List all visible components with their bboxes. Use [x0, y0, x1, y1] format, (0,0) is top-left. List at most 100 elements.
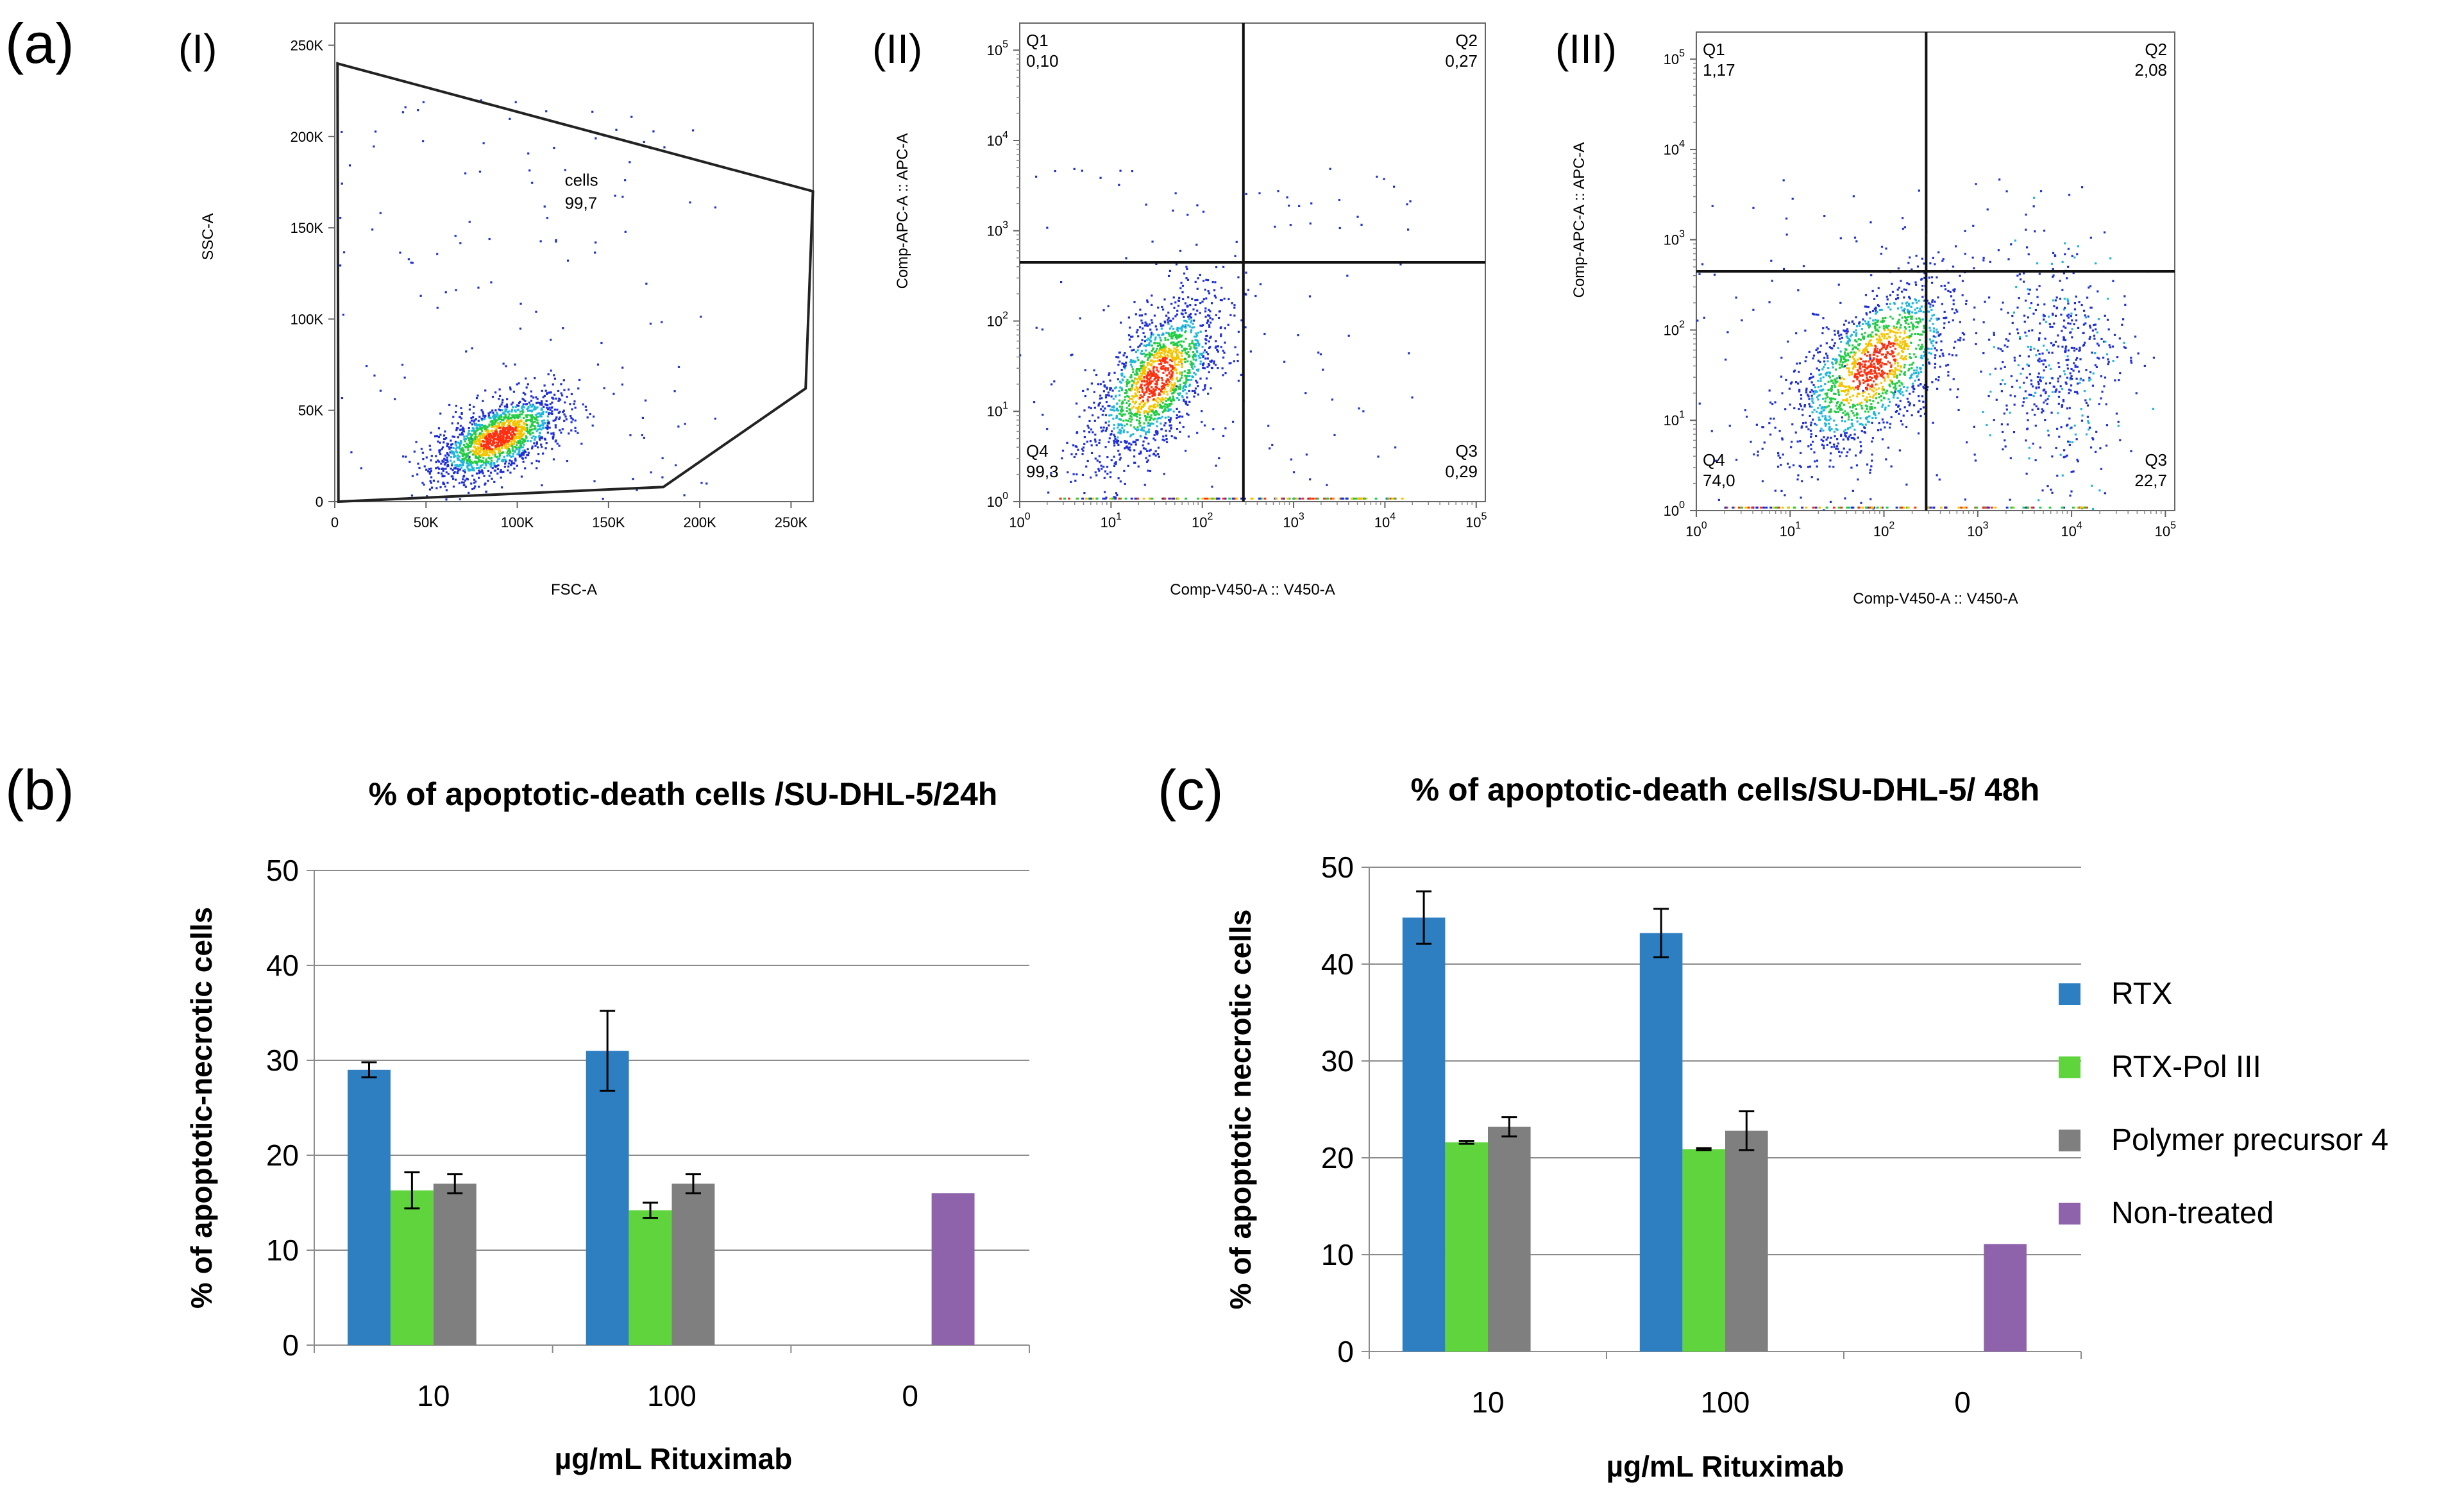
event-dot	[1859, 374, 1862, 377]
event-dot	[1838, 363, 1841, 366]
event-dot	[478, 450, 480, 452]
event-dot	[492, 432, 494, 435]
event-dot	[1169, 364, 1171, 366]
event-dot	[1117, 507, 1118, 509]
event-dot	[1135, 427, 1137, 430]
event-dot	[468, 452, 470, 454]
event-dot	[1953, 312, 1956, 314]
event-dot	[1869, 407, 1871, 410]
event-dot	[1876, 383, 1878, 386]
event-dot	[1137, 428, 1140, 431]
event-dot	[1854, 362, 1857, 364]
event-dot	[451, 469, 454, 471]
event-dot	[468, 430, 471, 432]
event-dot	[530, 462, 533, 464]
flow-panel-untreated: (II)100 101 102 103 104 105100101102103104105…	[872, 22, 1487, 598]
event-dot	[1881, 389, 1884, 392]
event-dot	[496, 456, 498, 459]
event-dot	[489, 434, 491, 437]
event-dot	[1126, 382, 1129, 386]
event-dot	[1167, 323, 1170, 325]
event-dot	[1172, 395, 1174, 398]
event-dot	[518, 447, 521, 450]
event-dot	[422, 101, 425, 103]
event-dot	[1135, 370, 1138, 373]
event-dot	[1146, 343, 1149, 346]
event-dot	[553, 374, 555, 377]
event-dot	[570, 429, 573, 432]
event-dot	[582, 403, 584, 406]
event-dot	[1909, 375, 1912, 377]
event-dot	[1223, 352, 1226, 354]
event-dot	[1177, 380, 1179, 382]
event-dot	[464, 456, 467, 459]
y-tick-label: 104	[987, 130, 1008, 149]
event-dot	[557, 400, 560, 402]
event-dot	[459, 498, 461, 500]
event-dot	[1167, 355, 1170, 358]
event-dot	[1156, 352, 1158, 355]
event-dot	[509, 432, 512, 435]
event-dot	[1915, 347, 1918, 350]
event-dot	[1183, 319, 1186, 322]
event-dot	[468, 442, 471, 445]
event-dot	[1804, 360, 1807, 362]
event-dot	[1154, 411, 1157, 414]
event-dot	[1187, 369, 1190, 371]
event-dot	[490, 457, 493, 459]
event-dot	[1873, 362, 1875, 365]
event-dot	[437, 436, 441, 439]
event-dot	[1866, 344, 1869, 346]
event-dot	[1982, 352, 1985, 355]
baseline-dot	[1203, 497, 1206, 500]
event-dot	[1875, 377, 1878, 379]
event-dot	[1869, 395, 1871, 398]
event-dot	[1866, 387, 1868, 390]
event-dot	[486, 449, 489, 452]
event-dot	[1812, 418, 1814, 421]
event-dot	[1871, 396, 1874, 399]
event-dot	[444, 503, 446, 505]
event-dot	[1861, 352, 1864, 355]
event-dot	[1114, 438, 1117, 441]
event-dot	[1871, 331, 1874, 334]
event-dot	[514, 424, 517, 427]
event-dot	[1912, 361, 1914, 364]
event-dot	[1873, 298, 1876, 300]
event-dot	[1848, 448, 1851, 451]
event-dot	[1117, 356, 1120, 359]
event-dot	[417, 109, 419, 112]
event-dot	[1886, 344, 1889, 348]
event-dot	[517, 424, 519, 427]
event-dot	[524, 393, 527, 396]
event-dot	[1890, 380, 1893, 383]
event-dot	[492, 411, 494, 414]
event-dot	[1905, 425, 1908, 428]
event-dot	[510, 437, 512, 441]
event-dot	[1172, 410, 1175, 413]
event-dot	[1179, 343, 1182, 346]
event-dot	[1862, 337, 1866, 340]
event-dot	[481, 426, 484, 429]
y-tick-label: 105	[1664, 48, 1685, 67]
baseline-dot	[1316, 497, 1319, 500]
event-dot	[1104, 470, 1107, 473]
event-dot	[1192, 368, 1194, 370]
event-dot	[1918, 378, 1920, 381]
event-dot	[437, 480, 439, 483]
event-dot	[512, 391, 516, 393]
event-dot	[1889, 329, 1892, 332]
event-dot	[1896, 342, 1899, 345]
event-dot	[661, 476, 664, 479]
event-dot	[1879, 364, 1882, 367]
event-dot	[1123, 470, 1126, 472]
event-dot	[1277, 190, 1279, 192]
event-dot	[1158, 388, 1161, 391]
event-dot	[1862, 335, 1865, 338]
event-dot	[1102, 466, 1105, 468]
event-dot	[410, 494, 414, 497]
event-dot	[1149, 370, 1152, 373]
event-dot	[470, 436, 473, 438]
event-dot	[1800, 427, 1803, 429]
event-dot	[500, 437, 503, 440]
